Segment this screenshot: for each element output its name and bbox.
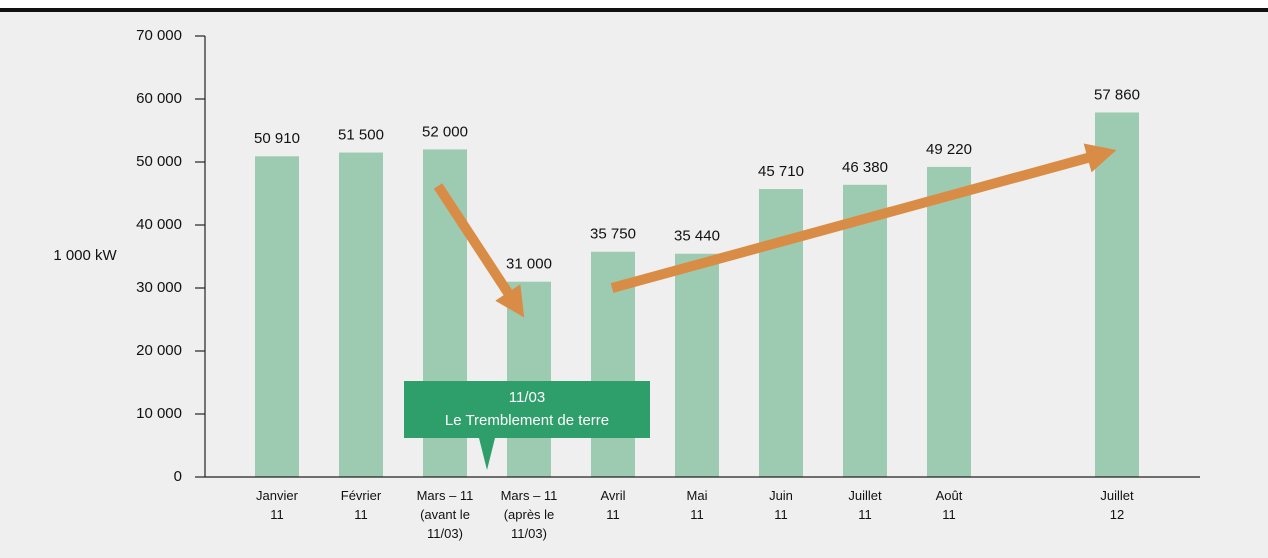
value-label: 57 860	[1094, 86, 1140, 103]
bar	[675, 253, 719, 477]
y-tick-label: 60 000	[136, 90, 182, 107]
bar	[255, 156, 299, 477]
x-tick-label: Juin 11	[769, 488, 793, 522]
bar	[1095, 112, 1139, 478]
value-label: 45 710	[758, 163, 804, 180]
x-tick-label: Août 11	[936, 488, 963, 522]
bar	[927, 166, 971, 477]
bar	[339, 152, 383, 478]
x-tick-label: Mars – 11 (après le 11/03)	[501, 488, 558, 541]
top-rule	[0, 8, 1268, 12]
bar	[759, 189, 803, 478]
y-tick-label: 40 000	[136, 216, 182, 233]
x-tick-label: Janvier 11	[256, 488, 299, 522]
value-label: 46 380	[842, 159, 888, 176]
y-tick-label: 70 000	[136, 27, 182, 44]
value-label: 35 440	[674, 228, 720, 245]
annotation-box	[404, 381, 650, 470]
value-label: 51 500	[338, 127, 384, 144]
bar	[507, 281, 551, 477]
value-label: 35 750	[590, 226, 636, 243]
x-tick-label: Février 11	[341, 488, 382, 522]
y-tick-label: 30 000	[136, 279, 182, 296]
arrow-up	[610, 143, 1117, 293]
x-tick-label: Avril 11	[600, 488, 625, 522]
top-strip	[0, 0, 1268, 10]
value-label: 52 000	[422, 123, 468, 140]
x-tick-label: Juillet 12	[1100, 488, 1134, 522]
annotation-date: 11/03	[509, 389, 545, 406]
value-label: 49 220	[926, 141, 972, 158]
annotation-text: Le Tremblement de terre	[445, 412, 609, 429]
value-label: 31 000	[506, 256, 552, 273]
y-tick-label: 0	[174, 468, 182, 485]
x-tick-label: Mars – 11 (avant le 11/03)	[417, 488, 474, 541]
y-tick-label: 10 000	[136, 405, 182, 422]
arrow-down	[433, 183, 525, 318]
bar	[843, 184, 887, 477]
value-label: 50 910	[254, 130, 300, 147]
y-tick-label: 50 000	[136, 153, 182, 170]
y-axis-label: 1 000 kW	[53, 247, 117, 264]
x-tick-label: Mai 11	[687, 488, 708, 522]
x-tick-label: Juillet 11	[848, 488, 882, 522]
y-tick-label: 20 000	[136, 342, 182, 359]
